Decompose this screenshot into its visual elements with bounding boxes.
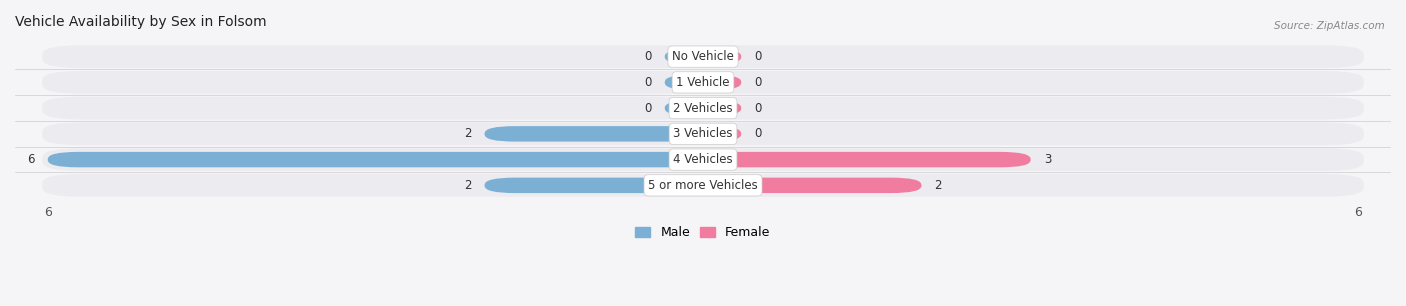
Text: 2: 2 [464, 127, 471, 140]
Text: 0: 0 [755, 127, 762, 140]
Text: 2 Vehicles: 2 Vehicles [673, 102, 733, 115]
Text: Vehicle Availability by Sex in Folsom: Vehicle Availability by Sex in Folsom [15, 15, 267, 29]
Text: 0: 0 [644, 50, 651, 63]
FancyBboxPatch shape [703, 126, 741, 142]
FancyBboxPatch shape [485, 126, 703, 142]
Text: 1 Vehicle: 1 Vehicle [676, 76, 730, 89]
FancyBboxPatch shape [42, 148, 1364, 171]
FancyBboxPatch shape [665, 49, 703, 64]
FancyBboxPatch shape [42, 97, 1364, 119]
FancyBboxPatch shape [703, 75, 741, 90]
FancyBboxPatch shape [665, 100, 703, 116]
Text: Source: ZipAtlas.com: Source: ZipAtlas.com [1274, 21, 1385, 32]
Text: 4 Vehicles: 4 Vehicles [673, 153, 733, 166]
FancyBboxPatch shape [703, 49, 741, 64]
FancyBboxPatch shape [48, 152, 703, 167]
FancyBboxPatch shape [703, 152, 1031, 167]
FancyBboxPatch shape [665, 75, 703, 90]
Text: 3 Vehicles: 3 Vehicles [673, 127, 733, 140]
FancyBboxPatch shape [42, 45, 1364, 68]
Text: 5 or more Vehicles: 5 or more Vehicles [648, 179, 758, 192]
Text: 0: 0 [644, 102, 651, 115]
Text: No Vehicle: No Vehicle [672, 50, 734, 63]
FancyBboxPatch shape [42, 174, 1364, 197]
FancyBboxPatch shape [42, 71, 1364, 94]
Text: 2: 2 [464, 179, 471, 192]
Text: 0: 0 [755, 76, 762, 89]
Text: 3: 3 [1043, 153, 1052, 166]
Text: 0: 0 [644, 76, 651, 89]
FancyBboxPatch shape [703, 100, 741, 116]
FancyBboxPatch shape [485, 177, 703, 193]
FancyBboxPatch shape [703, 177, 921, 193]
Text: 6: 6 [27, 153, 35, 166]
Text: 0: 0 [755, 50, 762, 63]
Text: 0: 0 [755, 102, 762, 115]
FancyBboxPatch shape [42, 122, 1364, 145]
Legend: Male, Female: Male, Female [630, 222, 776, 244]
Text: 2: 2 [935, 179, 942, 192]
